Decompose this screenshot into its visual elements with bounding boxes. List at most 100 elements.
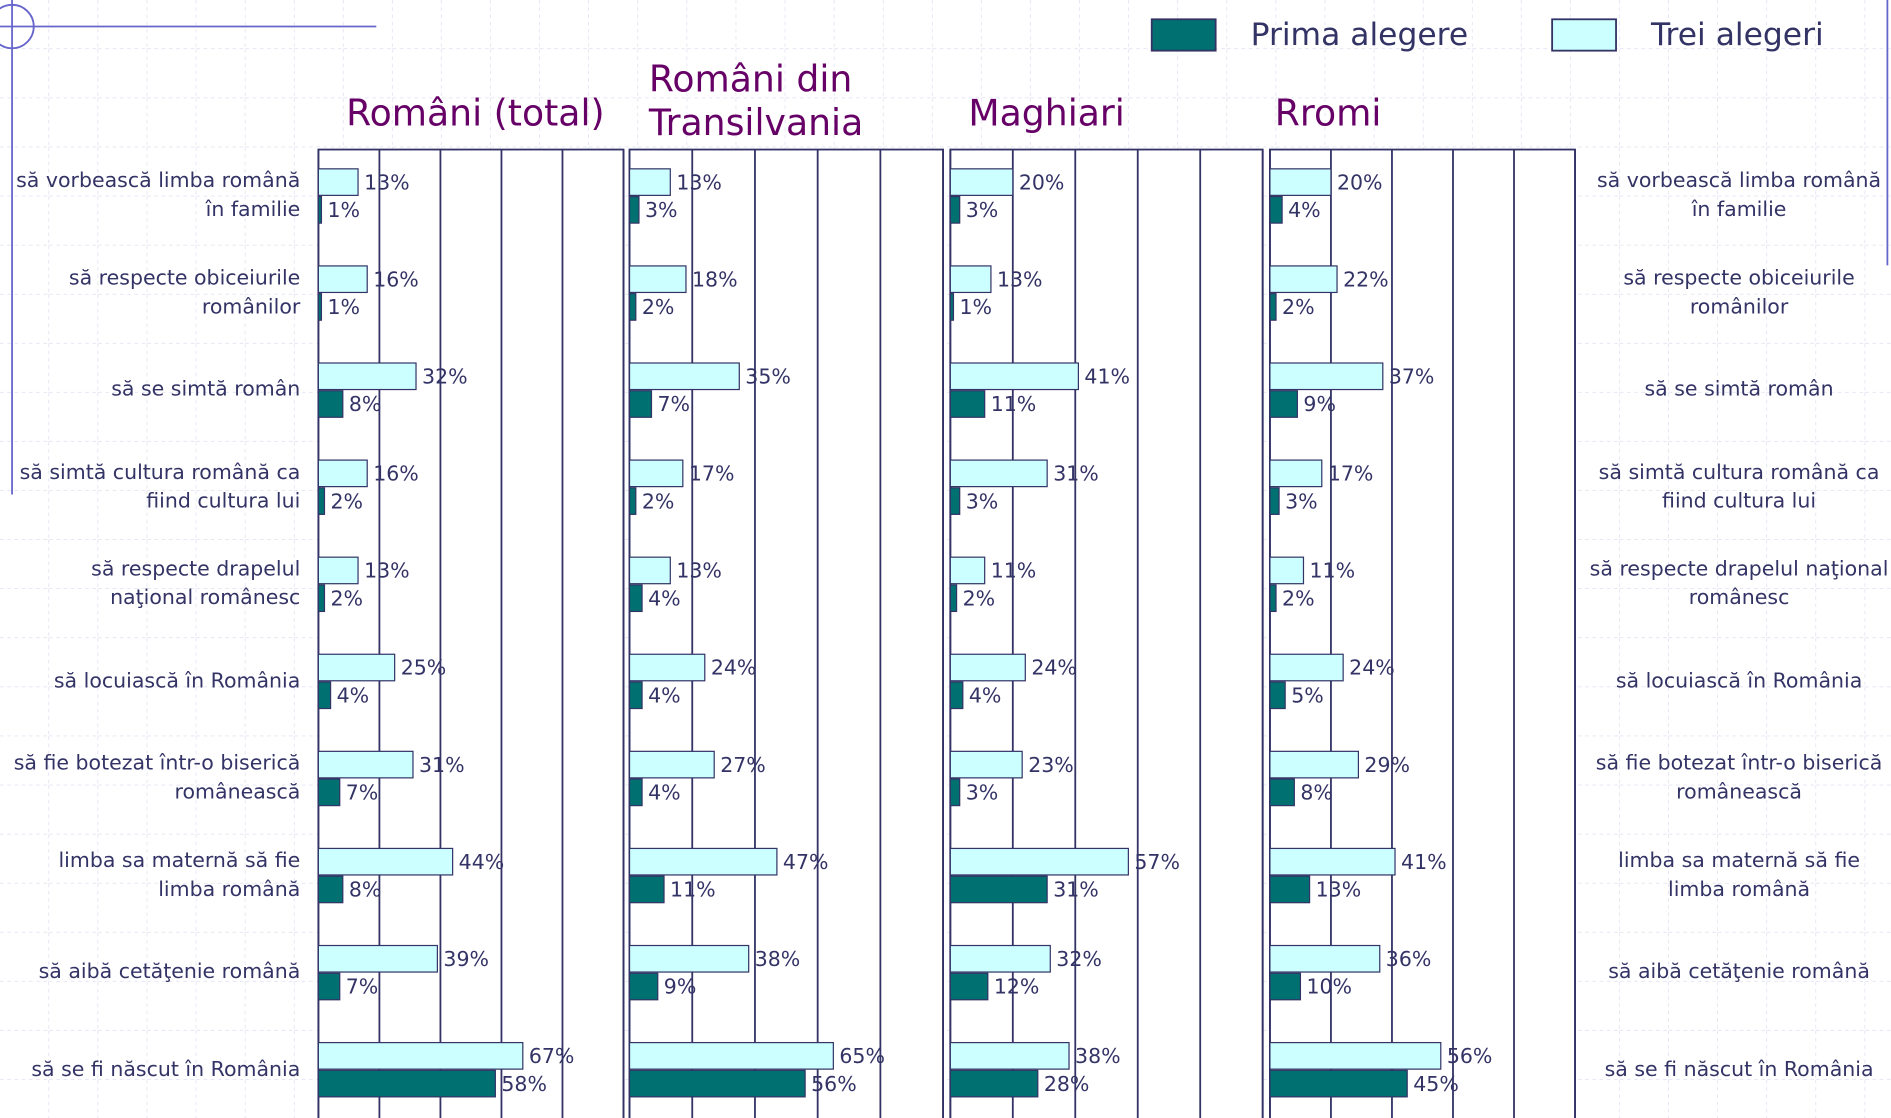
value-label: 4% — [648, 683, 681, 707]
bar — [628, 847, 778, 876]
value-label: 32% — [1056, 947, 1102, 971]
value-label: 16% — [373, 462, 419, 486]
value-label: 25% — [401, 656, 447, 680]
bar — [628, 195, 640, 224]
category-label: să locuiască în România — [53, 668, 301, 693]
bar — [1269, 1041, 1442, 1070]
bar — [628, 556, 671, 585]
value-label: 41% — [1084, 364, 1130, 388]
bar — [628, 168, 671, 196]
bar — [628, 972, 659, 1001]
decor-circle — [0, 3, 35, 50]
bar — [949, 265, 992, 294]
value-label: 11% — [670, 878, 716, 902]
value-label: 38% — [755, 947, 801, 971]
value-label: 58% — [501, 1072, 547, 1096]
category-label-right: să aibă cetăţenie română — [1608, 959, 1870, 985]
value-label: 23% — [1028, 753, 1074, 777]
value-label: 8% — [1300, 781, 1333, 805]
bar — [317, 875, 344, 904]
legend-swatch — [1150, 18, 1217, 52]
bar — [1269, 972, 1302, 1001]
value-label: 8% — [349, 392, 382, 416]
value-label: 2% — [331, 586, 364, 610]
bar — [317, 847, 454, 876]
bar — [317, 584, 326, 613]
panel-frame — [628, 148, 944, 1118]
bar — [1269, 944, 1381, 973]
bar — [949, 681, 964, 710]
value-label: 13% — [364, 170, 410, 194]
bar — [317, 653, 396, 682]
value-label: 4% — [648, 781, 681, 805]
value-label: 17% — [689, 462, 735, 486]
bar — [1269, 875, 1311, 904]
bar — [628, 944, 750, 973]
value-label: 11% — [1310, 559, 1356, 583]
value-label: 24% — [1349, 656, 1395, 680]
bar — [628, 681, 643, 710]
value-label: 7% — [658, 392, 691, 416]
value-label: 57% — [1134, 850, 1180, 874]
bar — [949, 653, 1026, 682]
bar — [317, 390, 344, 418]
bar — [1269, 778, 1295, 807]
bar — [1269, 459, 1323, 488]
bar — [949, 1041, 1070, 1070]
category-label: să se fi născut în România — [31, 1057, 301, 1082]
bar — [949, 778, 961, 807]
value-label: 37% — [1389, 364, 1435, 388]
value-label: 47% — [783, 850, 829, 874]
value-label: 8% — [349, 878, 382, 902]
value-label: 38% — [1075, 1044, 1121, 1068]
value-label: 41% — [1401, 850, 1447, 874]
bar — [1269, 847, 1396, 876]
value-label: 31% — [1053, 462, 1099, 486]
bar — [317, 944, 438, 973]
legend-label: Prima alegere — [1251, 17, 1469, 53]
legend-swatch — [1551, 18, 1617, 52]
value-label: 1% — [327, 295, 360, 319]
category-label-right: să respecte obiceiurile românilor — [1623, 265, 1855, 319]
bar — [949, 195, 961, 224]
bar — [628, 459, 684, 488]
category-label: limba sa maternă să fie limba română — [58, 848, 301, 902]
bar — [317, 750, 414, 779]
bar — [1269, 556, 1305, 585]
value-label: 7% — [346, 975, 379, 999]
bar — [317, 1069, 496, 1098]
bar — [628, 653, 706, 682]
value-label: 7% — [346, 781, 379, 805]
bar — [1269, 1069, 1408, 1098]
bar — [949, 750, 1023, 779]
value-label: 13% — [364, 559, 410, 583]
panel-title: Români (total) — [346, 92, 605, 136]
bar — [317, 778, 341, 807]
bar — [949, 847, 1129, 876]
bar — [1269, 584, 1277, 613]
value-label: 2% — [963, 586, 996, 610]
value-label: 36% — [1386, 947, 1432, 971]
bar — [949, 362, 1079, 391]
value-label: 4% — [648, 586, 681, 610]
bar — [949, 1069, 1039, 1098]
value-label: 67% — [529, 1044, 575, 1068]
panel-title: Români din Transilvania — [648, 59, 864, 145]
panel-title: Maghiari — [968, 92, 1125, 136]
bar — [949, 556, 986, 585]
bar — [949, 487, 961, 515]
bar — [317, 1041, 524, 1070]
value-label: 9% — [664, 975, 697, 999]
category-label-right: să fie botezat într-o biserică româneasc… — [1595, 751, 1883, 805]
value-label: 3% — [966, 198, 999, 222]
value-label: 44% — [459, 850, 505, 874]
value-label: 28% — [1044, 1072, 1090, 1096]
bar — [317, 195, 323, 224]
category-label: să vorbească limba română în familie — [16, 168, 301, 222]
value-label: 29% — [1364, 753, 1410, 777]
panel-title: Rromi — [1274, 92, 1382, 136]
bar — [317, 459, 368, 488]
value-label: 4% — [1288, 198, 1321, 222]
category-label: să respecte obiceiurile românilor — [68, 265, 301, 319]
